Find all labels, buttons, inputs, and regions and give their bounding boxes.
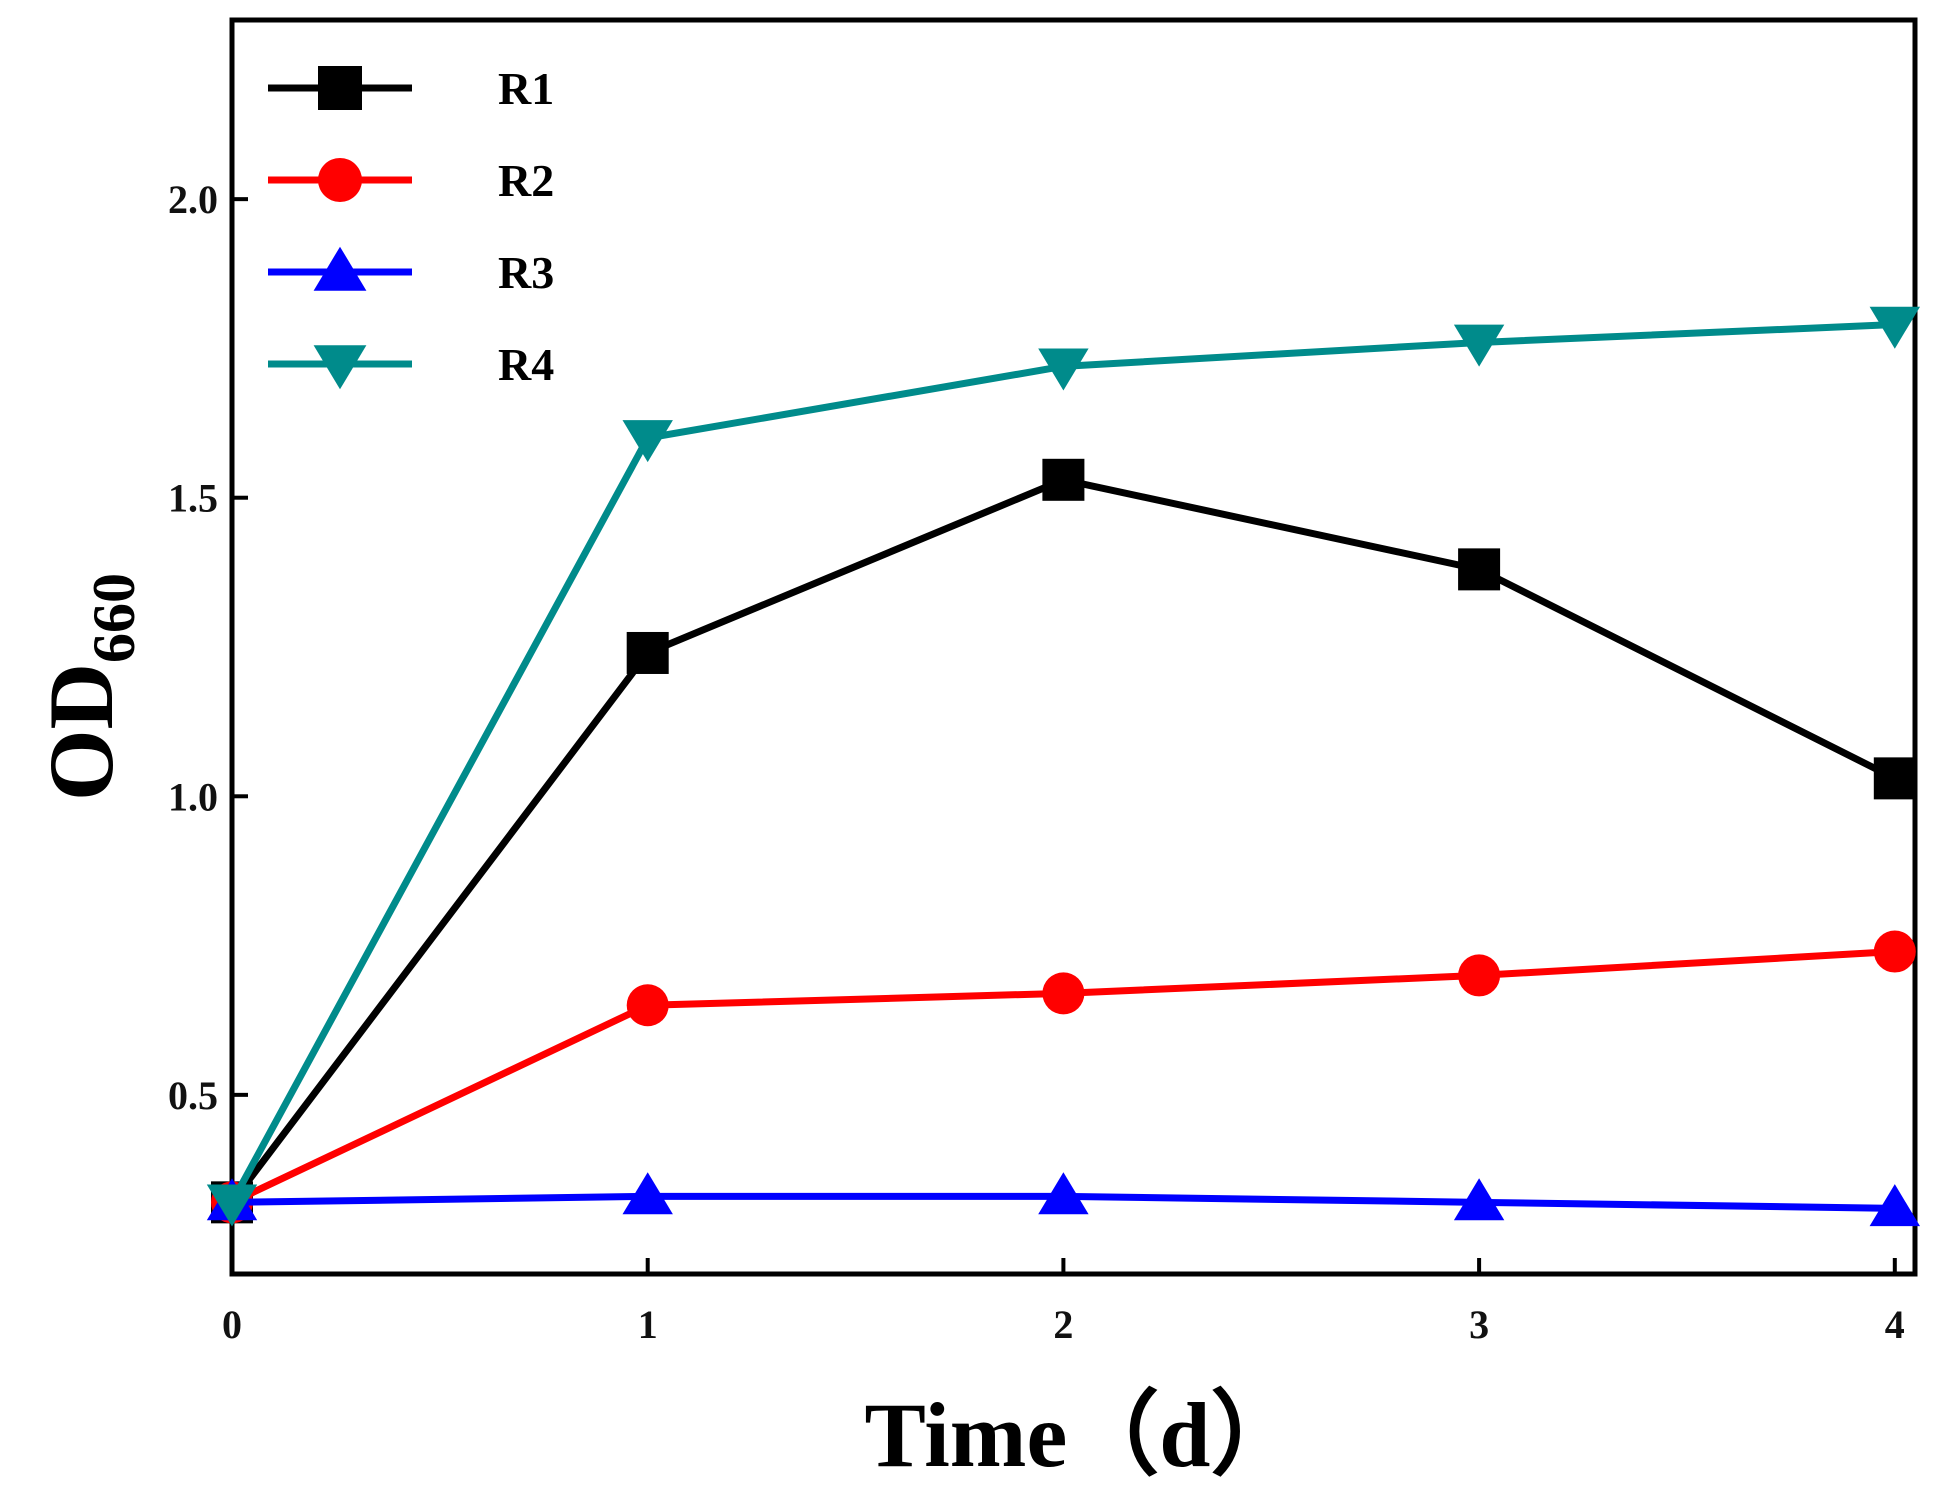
series-r4 bbox=[206, 306, 1921, 1227]
legend-marker bbox=[318, 158, 362, 202]
y-tick-label: 1.0 bbox=[168, 774, 218, 819]
legend-label: R1 bbox=[498, 63, 554, 114]
x-axis-title: Time（d） bbox=[865, 1384, 1303, 1486]
data-point-r4 bbox=[206, 1184, 258, 1227]
y-tick-label: 0.5 bbox=[168, 1073, 218, 1118]
x-tick-label: 4 bbox=[1885, 1302, 1905, 1347]
data-point-r2 bbox=[626, 984, 669, 1027]
y-axis-title-subscript: 660 bbox=[81, 573, 147, 663]
y-tick-label: 2.0 bbox=[168, 177, 218, 222]
series-r2 bbox=[211, 930, 1916, 1224]
series-r3 bbox=[206, 1172, 1921, 1227]
legend-marker bbox=[313, 345, 367, 390]
series-line-r1 bbox=[229, 476, 1897, 1205]
series-r1 bbox=[211, 458, 1916, 1224]
data-point-r2 bbox=[1042, 972, 1085, 1015]
y-axis-title: OD660 bbox=[30, 573, 147, 801]
data-point-r3 bbox=[1038, 1172, 1089, 1215]
series-line-r4 bbox=[228, 321, 1895, 1205]
plot-frame bbox=[229, 17, 1918, 1277]
data-point-r4 bbox=[1453, 324, 1505, 367]
data-point-r2 bbox=[1873, 930, 1916, 973]
data-point-r1 bbox=[1873, 757, 1916, 800]
data-point-r3 bbox=[622, 1172, 673, 1215]
data-point-r1 bbox=[1042, 458, 1085, 501]
data-point-r3 bbox=[1453, 1178, 1505, 1221]
x-tick-label: 3 bbox=[1469, 1302, 1489, 1347]
legend-item-r1: R1 bbox=[268, 63, 554, 114]
x-tick-label: 2 bbox=[1053, 1302, 1073, 1347]
data-point-r3 bbox=[1869, 1184, 1921, 1227]
y-axis-title-main: OD bbox=[30, 663, 132, 801]
legend-label: R3 bbox=[498, 247, 554, 298]
data-point-r1 bbox=[626, 631, 669, 674]
axis-ticks: 0.5 1.0 1.5 2.0 0 1 2 3 4 bbox=[168, 177, 1905, 1347]
legend-label: R4 bbox=[498, 339, 554, 390]
legend-item-r2: R2 bbox=[268, 155, 554, 206]
series-layer bbox=[206, 306, 1921, 1227]
x-tick-label: 0 bbox=[222, 1302, 242, 1347]
legend-item-r3: R3 bbox=[268, 246, 554, 298]
legend-marker bbox=[313, 246, 367, 291]
legend-label: R2 bbox=[498, 155, 554, 206]
legend: R1 R2 R3 R4 bbox=[268, 63, 554, 390]
data-point-r2 bbox=[1458, 954, 1501, 997]
data-point-r4 bbox=[1869, 306, 1921, 349]
y-tick-label: 1.5 bbox=[168, 476, 218, 521]
data-point-r1 bbox=[1458, 548, 1501, 591]
data-point-r4 bbox=[622, 420, 673, 463]
x-tick-label: 1 bbox=[638, 1302, 658, 1347]
data-point-r4 bbox=[1038, 348, 1089, 391]
legend-marker bbox=[318, 66, 362, 110]
legend-item-r4: R4 bbox=[268, 339, 554, 390]
